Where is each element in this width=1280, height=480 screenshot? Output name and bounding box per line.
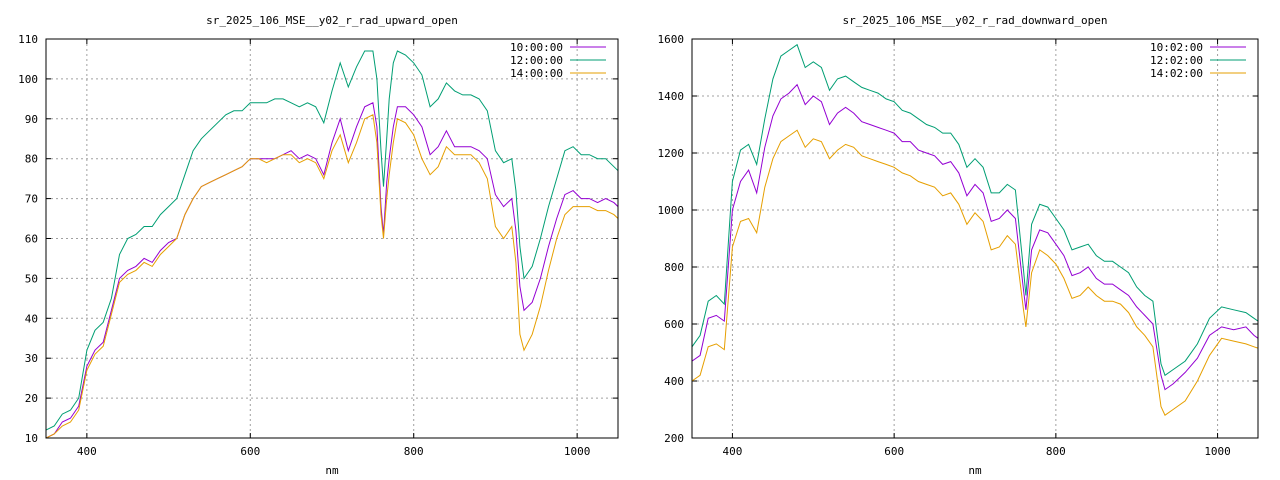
plot-frame (691, 38, 1259, 439)
series-line-10-02-00 (692, 83, 1258, 391)
y-tick-label: 100 (18, 73, 38, 86)
series-line-10-00-00 (46, 102, 618, 438)
series-line-14-02-00 (692, 129, 1258, 416)
upward-radiance-chart: sr_2025_106_MSE__y02_r_rad_upward_open 40… (18, 14, 619, 477)
y-tick-label: 1400 (658, 90, 685, 103)
x-tick-label: 600 (884, 445, 904, 458)
legend-label: 10:00:00 (510, 41, 563, 54)
series-line-14-00-00 (46, 114, 618, 438)
x-axis-label: nm (325, 464, 339, 477)
y-tick-label: 20 (25, 392, 38, 405)
legend-label: 14:00:00 (510, 67, 563, 80)
y-tick-label: 1000 (658, 204, 685, 217)
x-tick-label: 400 (722, 445, 742, 458)
chart-title: sr_2025_106_MSE__y02_r_rad_upward_open (206, 14, 458, 27)
y-tick-label: 30 (25, 352, 38, 365)
x-tick-label: 400 (77, 445, 97, 458)
downward-radiance-chart: sr_2025_106_MSE__y02_r_rad_downward_open… (658, 14, 1259, 477)
y-tick-label: 1600 (658, 33, 685, 46)
y-tick-label: 600 (664, 318, 684, 331)
y-tick-label: 90 (25, 113, 38, 126)
plot-frame (45, 38, 619, 439)
x-tick-label: 800 (404, 445, 424, 458)
y-tick-label: 400 (664, 375, 684, 388)
y-tick-label: 1200 (658, 147, 685, 160)
legend-label: 12:02:00 (1150, 54, 1203, 67)
series-line-12-02-00 (692, 43, 1258, 377)
y-tick-label: 110 (18, 33, 38, 46)
legend-label: 14:02:00 (1150, 67, 1203, 80)
y-tick-label: 70 (25, 193, 38, 206)
y-tick-label: 60 (25, 233, 38, 246)
legend-label: 10:02:00 (1150, 41, 1203, 54)
x-tick-label: 800 (1046, 445, 1066, 458)
y-tick-label: 10 (25, 432, 38, 445)
y-tick-label: 800 (664, 261, 684, 274)
x-tick-label: 600 (240, 445, 260, 458)
series-line-12-00-00 (46, 50, 618, 431)
y-tick-label: 50 (25, 272, 38, 285)
x-tick-label: 1000 (564, 445, 591, 458)
y-tick-label: 80 (25, 153, 38, 166)
x-axis-label: nm (968, 464, 982, 477)
legend-label: 12:00:00 (510, 54, 563, 67)
y-tick-label: 40 (25, 312, 38, 325)
y-tick-label: 200 (664, 432, 684, 445)
x-tick-label: 1000 (1204, 445, 1231, 458)
chart-title: sr_2025_106_MSE__y02_r_rad_downward_open (843, 14, 1108, 27)
